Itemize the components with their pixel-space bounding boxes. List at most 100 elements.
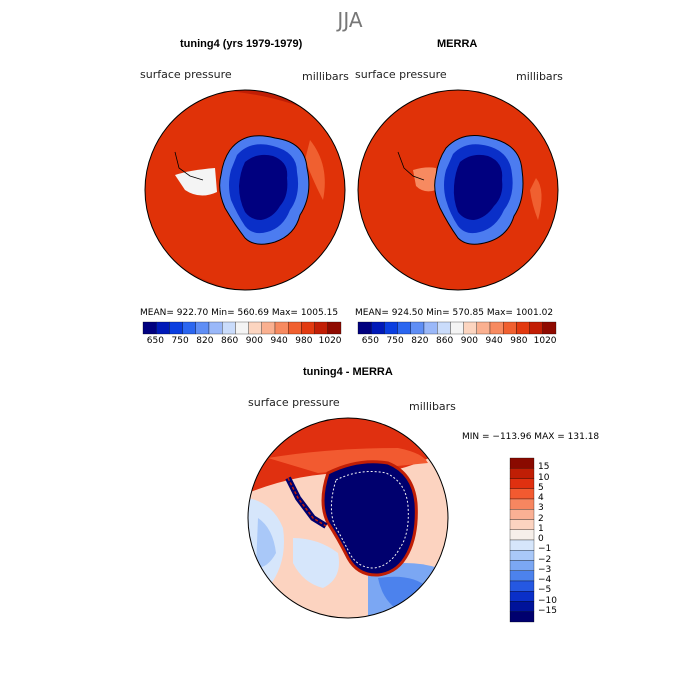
- colorbar-tick-label: −15: [538, 605, 557, 616]
- colorbar-swatch: [288, 321, 302, 335]
- colorbar-diff: [509, 457, 535, 623]
- colorbar-swatch: [327, 321, 342, 335]
- colorbar-tick-label: 900: [460, 336, 478, 346]
- colorbar-tick-label: 980: [510, 336, 528, 346]
- stats-model: MEAN= 922.70 Min= 560.69 Max= 1005.15: [140, 308, 339, 318]
- colorbar-tick-label: 980: [295, 336, 313, 346]
- panel-title-diff: tuning4 - MERRA: [303, 366, 393, 378]
- colorbar-tick-label: 4: [538, 493, 544, 503]
- colorbar-swatch: [509, 488, 535, 500]
- colorbar-swatch: [156, 321, 170, 335]
- map-diff-peninsula-edge: [287, 477, 327, 527]
- colorbar-tick-label: 820: [411, 336, 429, 346]
- colorbar-swatch: [195, 321, 210, 335]
- map-boundary: [144, 89, 346, 291]
- panel-title-obs: MERRA: [437, 38, 478, 50]
- map-peninsula-region: [413, 167, 436, 192]
- units-label-model: millibars: [302, 70, 349, 83]
- map-peninsula-region: [175, 168, 217, 196]
- panel-title-model: tuning4 (yrs 1979-1979): [180, 38, 303, 50]
- colorbar-tick-label: −5: [538, 585, 552, 596]
- colorbar-tick-label: 750: [386, 336, 404, 346]
- map-boundary: [357, 89, 559, 291]
- colorbar-tick-label: 0: [538, 534, 544, 544]
- map-antarctica-interior: [239, 154, 288, 220]
- colorbar-swatch: [169, 321, 183, 335]
- colorbar-swatch: [509, 591, 535, 602]
- colorbar-tick-label: 1020: [318, 336, 342, 346]
- map-difference-south-polar: [247, 417, 449, 619]
- colorbar-tick-label: −4: [538, 575, 552, 585]
- colorbar-model: [142, 321, 342, 335]
- colorbar-tick-label: 860: [221, 336, 239, 346]
- map-diff-negative-mid: [293, 538, 339, 588]
- min-max-diff: MIN = −113.96 MAX = 131.18: [462, 432, 600, 442]
- colorbar-swatch: [509, 560, 535, 571]
- colorbar-swatch: [235, 321, 249, 335]
- colorbar-swatch: [437, 321, 451, 335]
- colorbar-swatch: [509, 611, 535, 623]
- colorbar-swatch: [410, 321, 425, 335]
- colorbar-swatch: [509, 570, 535, 582]
- map-boundary: [247, 417, 449, 619]
- colorbar-swatch: [509, 468, 535, 479]
- map-diff-antarctica: [321, 460, 418, 577]
- colorbar-swatch: [509, 498, 535, 510]
- colorbar-tick-label: 2: [538, 513, 544, 524]
- colorbar-tick-label: 750: [171, 336, 189, 346]
- colorbar-tick-label: 1020: [533, 336, 557, 346]
- colorbar-tick-label: 650: [361, 336, 379, 346]
- colorbar-tick-label: 1: [538, 523, 544, 534]
- colorbar-swatch: [142, 321, 157, 335]
- map-coastline-peninsula: [397, 151, 425, 181]
- colorbar-swatch: [542, 321, 557, 335]
- colorbar-swatch: [509, 539, 535, 551]
- units-label-obs: millibars: [516, 70, 563, 83]
- colorbar-tick-label: 15: [538, 462, 550, 473]
- colorbar-swatch: [208, 321, 223, 335]
- colorbar-tick-label: 860: [436, 336, 454, 346]
- page-title: JJA: [337, 8, 363, 32]
- colorbar-swatch: [463, 321, 477, 335]
- map-diff-negative-west-2: [256, 518, 276, 568]
- colorbar-tick-label: 10: [538, 472, 550, 483]
- map-ocean-anomaly: [305, 140, 325, 200]
- colorbar-tick-label: −3: [538, 564, 552, 575]
- colorbar-swatch: [301, 321, 315, 335]
- colorbar-tick-label: 940: [485, 336, 503, 346]
- map-coastline-peninsula: [174, 151, 204, 181]
- colorbar-model-ticks: 650 750 820 860 900 940 980 1020: [143, 336, 342, 350]
- map-obs-south-polar: [357, 89, 559, 291]
- colorbar-swatch: [371, 321, 385, 335]
- colorbar-tick-label: 3: [538, 503, 544, 514]
- colorbar-tick-label: 940: [270, 336, 288, 346]
- colorbar-swatch: [384, 321, 398, 335]
- colorbar-swatch: [261, 321, 276, 335]
- colorbar-tick-label: 5: [538, 482, 544, 493]
- colorbar-swatch: [509, 478, 535, 489]
- variable-label-model: surface pressure: [140, 68, 232, 81]
- colorbar-swatch: [357, 321, 372, 335]
- colorbar-swatch: [423, 321, 438, 335]
- colorbar-swatch: [182, 321, 196, 335]
- stats-obs: MEAN= 924.50 Min= 570.85 Max= 1001.02: [355, 308, 554, 318]
- colorbar-swatch: [248, 321, 262, 335]
- colorbar-tick-label: −2: [538, 554, 552, 565]
- colorbar-swatch: [509, 457, 535, 469]
- colorbar-obs: [357, 321, 557, 335]
- colorbar-swatch: [397, 321, 411, 335]
- variable-label-diff: surface pressure: [248, 396, 340, 409]
- map-model-south-polar: [144, 89, 346, 291]
- colorbar-swatch: [509, 601, 535, 612]
- colorbar-tick-label: −1: [538, 544, 552, 555]
- colorbar-diff-ticks: 15 10 5 4 3 2 1 0 −1 −2 −3 −4 −5 −10 −15: [538, 458, 578, 622]
- colorbar-swatch: [509, 550, 535, 561]
- colorbar-swatch: [314, 321, 328, 335]
- colorbar-swatch: [529, 321, 543, 335]
- colorbar-tick-label: 820: [196, 336, 214, 346]
- colorbar-swatch: [222, 321, 236, 335]
- colorbar-swatch: [509, 509, 535, 520]
- colorbar-swatch: [489, 321, 504, 335]
- colorbar-tick-label: 650: [146, 336, 164, 346]
- map-ocean-anomaly: [530, 178, 542, 220]
